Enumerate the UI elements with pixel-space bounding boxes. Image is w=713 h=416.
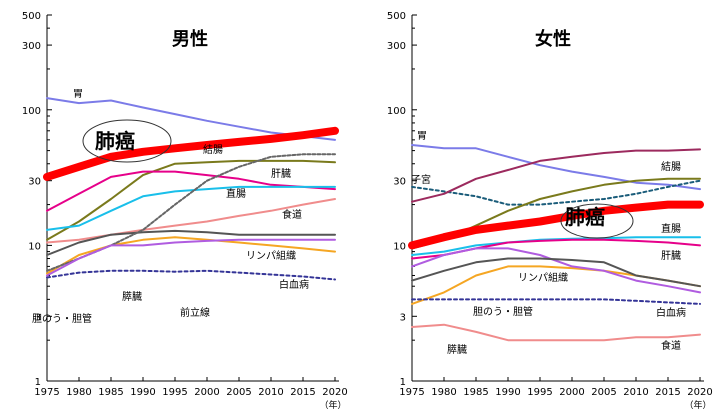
- x-tick-label: 1985: [98, 387, 123, 398]
- x-tick-label: 1995: [162, 387, 187, 398]
- x-tick-label: 1975: [399, 387, 424, 398]
- series-line: [43, 126, 339, 181]
- highlight-oval: [82, 119, 172, 163]
- series-label: 白血病: [279, 278, 309, 291]
- series-label: 肝臓: [271, 168, 291, 180]
- x-tick-label: 2015: [655, 387, 680, 398]
- y-tick-label: 100: [387, 106, 406, 117]
- series-label: 胆のう・胆管: [473, 305, 533, 318]
- series-label: 胃: [417, 130, 427, 142]
- x-tick-label: 2000: [559, 387, 584, 398]
- series-line: [46, 198, 336, 244]
- series-label: 直腸: [661, 222, 681, 235]
- x-tick-label: 1980: [431, 387, 456, 398]
- series-label: 肺癌: [95, 129, 135, 153]
- series-line: [411, 148, 701, 203]
- series-line: [411, 247, 701, 294]
- series-line: [46, 170, 336, 212]
- chart-panel-female: 女性 1 3 10 30 100 300 500 1975 1980 1985 1990 1995 20…: [387, 11, 713, 411]
- series-label: 子宮: [411, 173, 431, 186]
- series-label: 肝臓: [661, 250, 681, 262]
- series-label: 肺癌: [565, 205, 605, 229]
- y-tick-label: 300: [22, 41, 41, 52]
- series-label: 白血病: [656, 306, 686, 319]
- x-tick-label: 2005: [591, 387, 616, 398]
- series-label: 胃: [73, 88, 83, 100]
- y-tick-label: 30: [393, 177, 406, 188]
- y-tick-label: 300: [387, 41, 406, 52]
- y-tick-label: 500: [387, 11, 406, 22]
- series-line: [408, 200, 704, 250]
- y-tick-label: 3: [400, 312, 406, 323]
- series-line: [46, 238, 336, 277]
- series-label: 食道: [661, 339, 681, 352]
- series-label: 結腸: [203, 143, 223, 156]
- series-line: [46, 229, 336, 256]
- x-tick-label: 2015: [290, 387, 315, 398]
- series-label: 直腸: [226, 187, 246, 200]
- series-label: 前立線: [180, 306, 210, 319]
- series-label: 食道: [282, 208, 302, 221]
- series-line: [411, 236, 701, 256]
- y-tick-label: 1: [35, 377, 41, 388]
- series-line: [411, 144, 701, 191]
- series-line: [411, 298, 701, 305]
- x-tick-label: 2020: [322, 387, 347, 398]
- y-tick-label: 100: [22, 106, 41, 117]
- x-tick-label: 2020: [687, 387, 712, 398]
- chart-title-male: 男性: [172, 28, 208, 50]
- x-tick-label: 1975: [34, 387, 59, 398]
- x-tick-label: 1990: [130, 387, 155, 398]
- x-tick-label: 2005: [226, 387, 251, 398]
- chart-title-female: 女性: [535, 28, 571, 50]
- highlight-oval: [560, 203, 634, 239]
- series-line: [46, 236, 336, 275]
- series-label: 膵臓: [122, 291, 142, 303]
- series-line: [46, 159, 336, 241]
- series-label: リンパ組織: [246, 249, 296, 262]
- series-line: [411, 323, 701, 342]
- x-tick-label: 1980: [66, 387, 91, 398]
- x-tick-label: 2010: [258, 387, 283, 398]
- series-label: 結腸: [661, 160, 681, 173]
- x-tick-label: 2000: [194, 387, 219, 398]
- x-tick-label: 2010: [623, 387, 648, 398]
- series-line: [411, 257, 701, 288]
- y-tick-label: 10: [393, 241, 406, 252]
- y-tick-label: 30: [28, 177, 41, 188]
- x-tick-label: 1995: [527, 387, 552, 398]
- series-line: [411, 179, 701, 206]
- series-line: [46, 269, 336, 281]
- x-tick-label: 1985: [463, 387, 488, 398]
- y-tick-label: 500: [22, 11, 41, 22]
- series-line: [46, 185, 336, 231]
- y-tick-label: 1: [400, 377, 406, 388]
- y-tick-label: 10: [28, 241, 41, 252]
- series-label: リンパ組織: [518, 271, 568, 284]
- x-tick-label: 1990: [495, 387, 520, 398]
- y-tick-label: 3: [35, 312, 41, 323]
- series-label: 膵臓: [447, 344, 467, 356]
- x-unit-label: （年）: [319, 399, 346, 411]
- chart-panel-male: 男性 1 3 10 30 100 300 500 1975 1980 1985 1990 1995 20…: [22, 11, 348, 411]
- x-unit-label: （年）: [684, 399, 711, 411]
- series-label: 胆のう・胆管: [32, 312, 92, 325]
